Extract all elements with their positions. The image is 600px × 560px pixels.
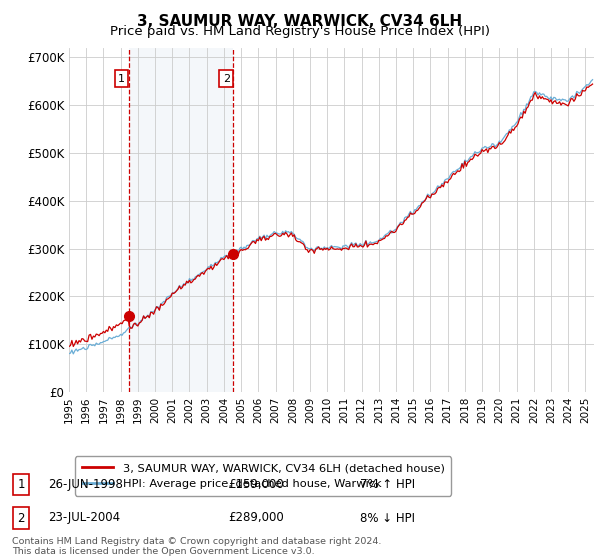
Text: 7% ↑ HPI: 7% ↑ HPI: [360, 478, 415, 491]
Text: Price paid vs. HM Land Registry's House Price Index (HPI): Price paid vs. HM Land Registry's House …: [110, 25, 490, 38]
Text: 26-JUN-1998: 26-JUN-1998: [48, 478, 123, 491]
Text: 1: 1: [17, 478, 25, 491]
Text: 2: 2: [223, 73, 230, 83]
Text: Contains HM Land Registry data © Crown copyright and database right 2024.: Contains HM Land Registry data © Crown c…: [12, 537, 382, 546]
Text: This data is licensed under the Open Government Licence v3.0.: This data is licensed under the Open Gov…: [12, 547, 314, 556]
Text: 2: 2: [17, 511, 25, 525]
Text: 23-JUL-2004: 23-JUL-2004: [48, 511, 120, 525]
Legend: 3, SAUMUR WAY, WARWICK, CV34 6LH (detached house), HPI: Average price, detached : 3, SAUMUR WAY, WARWICK, CV34 6LH (detach…: [74, 456, 451, 496]
Text: £289,000: £289,000: [228, 511, 284, 525]
Text: 3, SAUMUR WAY, WARWICK, CV34 6LH: 3, SAUMUR WAY, WARWICK, CV34 6LH: [137, 14, 463, 29]
Text: £159,000: £159,000: [228, 478, 284, 491]
Text: 1: 1: [118, 73, 125, 83]
Bar: [128, 48, 233, 392]
Text: 8% ↓ HPI: 8% ↓ HPI: [360, 511, 415, 525]
